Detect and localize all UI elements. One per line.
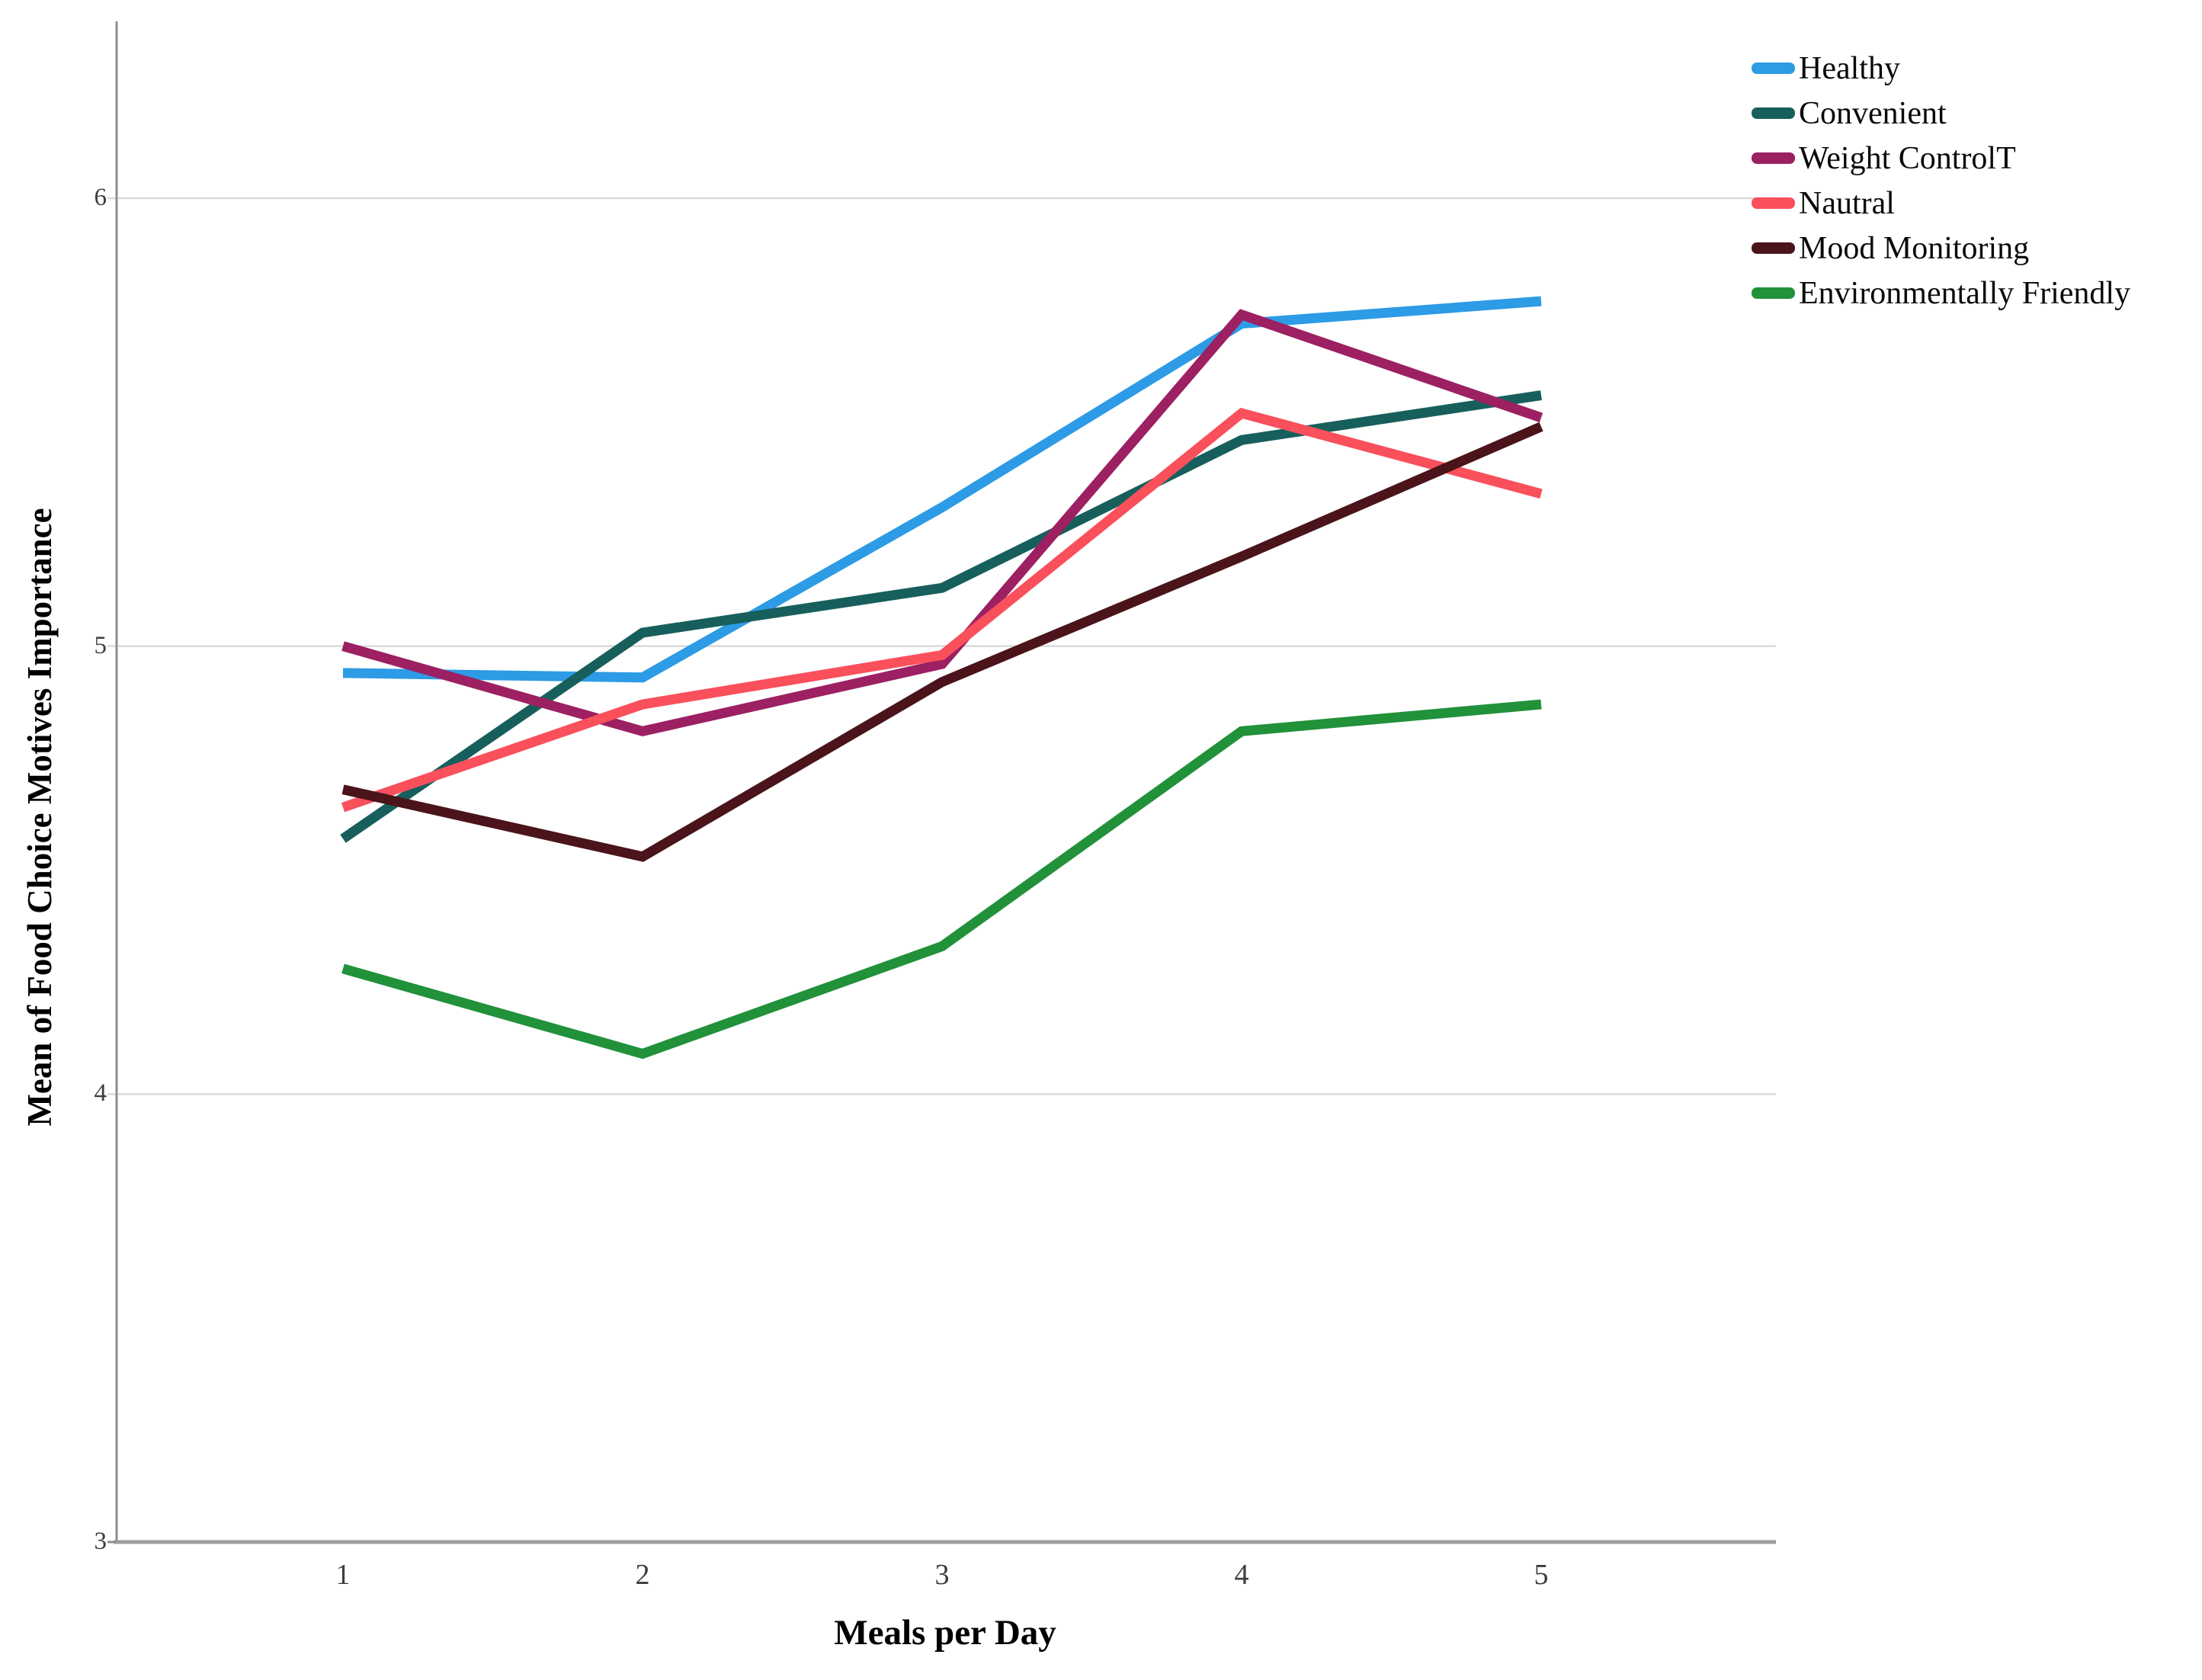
y-tick-label-6: 6 [94,183,107,211]
legend-label: Weight ControlT [1799,140,2016,176]
legend-label: Environmentally Friendly [1799,275,2131,311]
x-tick-label-4: 4 [1234,1559,1249,1591]
series-line-mood-monitoring [341,422,1543,862]
legend-swatch-icon [1752,287,1795,299]
series-line-nautral [341,407,1543,813]
series-line-environmentally-friendly [341,699,1542,1060]
legend-swatch-icon [1752,152,1795,164]
legend-label: Nautral [1799,185,1895,221]
legend-item: Weight ControlT [1752,136,2130,181]
legend-item: Nautral [1752,181,2130,226]
legend-label: Convenient [1799,95,1947,131]
legend-item: Convenient [1752,91,2130,136]
legend-swatch-icon [1752,107,1795,119]
legend-swatch-icon [1752,63,1795,74]
series-line-weight-controlt [341,309,1543,737]
y-axis-title: Mean of Food Choice Motives Importance [21,508,59,1127]
x-tick-label-1: 1 [335,1559,351,1591]
legend-swatch-icon [1752,242,1795,254]
y-tick-label-4: 4 [94,1079,107,1108]
legend-item: Environmentally Friendly [1752,271,2130,316]
y-tick-label-5: 5 [94,631,107,659]
x-tick-label-5: 5 [1534,1559,1549,1591]
legend: Healthy Convenient Weight ControlT Nautral M… [1752,46,2130,316]
series-line-convenient [340,390,1542,843]
legend-item: Healthy [1752,46,2130,91]
series-line-healthy [342,296,1542,683]
legend-label: Healthy [1799,50,1900,86]
y-tick-label-3: 3 [94,1527,107,1555]
legend-swatch-icon [1752,197,1795,209]
x-tick-label-3: 3 [934,1559,950,1591]
x-tick-label-2: 2 [635,1559,650,1591]
legend-label: Mood Monitoring [1799,230,2030,266]
x-axis-title: Meals per Day [834,1613,1056,1653]
legend-item: Mood Monitoring [1752,226,2130,271]
